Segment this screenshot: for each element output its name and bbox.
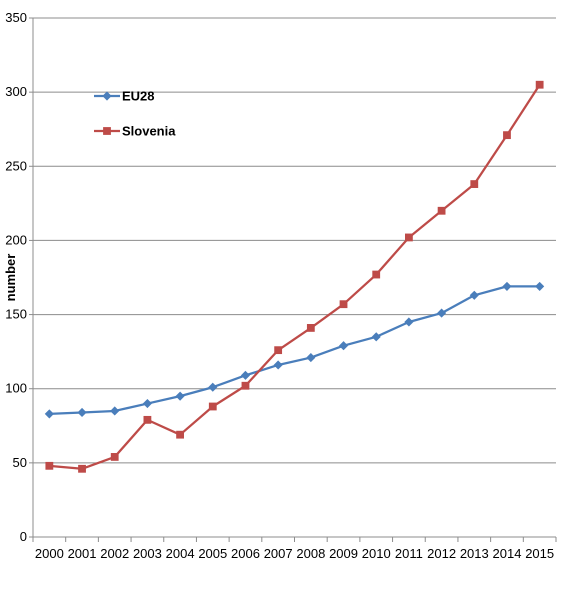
y-axis-title: number [3, 254, 18, 302]
data-point [372, 270, 381, 279]
x-tick-label: 2000 [35, 546, 64, 561]
legend-item: EU28 [94, 89, 155, 104]
y-tick-label: 200 [5, 232, 27, 247]
x-tick-label: 2007 [264, 546, 293, 561]
x-tick-label: 2005 [198, 546, 227, 561]
data-point [535, 281, 545, 291]
data-point [175, 391, 185, 401]
legend-item: Slovenia [94, 124, 176, 139]
x-tick-label: 2006 [231, 546, 260, 561]
data-point [241, 381, 250, 390]
y-tick-label: 150 [5, 307, 27, 322]
legend-label: EU28 [122, 89, 155, 104]
x-tick-label: 2010 [362, 546, 391, 561]
data-point [142, 398, 152, 409]
data-point [208, 402, 217, 411]
legend-label: Slovenia [122, 124, 176, 139]
x-tick-label: 2001 [68, 546, 97, 561]
series-line [49, 84, 541, 470]
data-point [339, 300, 348, 309]
series-line [49, 285, 540, 416]
x-tick-label: 2002 [100, 546, 129, 561]
data-point [44, 409, 54, 419]
data-point [110, 453, 119, 461]
x-tick-label: 2011 [395, 546, 423, 561]
x-tick-label: 2003 [133, 546, 162, 561]
data-point [502, 281, 512, 291]
series-group [44, 80, 545, 473]
x-tick-label: 2009 [329, 546, 358, 561]
x-tick-label: 2015 [525, 546, 554, 561]
y-tick-labels: 0 50 100 150 200 250 300 350 [5, 10, 27, 544]
legend: EU28 Slovenia [94, 89, 176, 139]
data-point [404, 317, 414, 327]
y-tick-label: 100 [5, 381, 27, 396]
data-point [437, 206, 446, 215]
data-point [240, 370, 251, 380]
legend-marker [102, 91, 112, 101]
data-point [45, 461, 54, 470]
series-eu28 [44, 281, 545, 419]
data-point [110, 406, 120, 416]
data-point [535, 80, 544, 89]
data-point [306, 324, 315, 332]
data-point [78, 464, 86, 473]
data-point [208, 382, 218, 392]
y-tick-label: 50 [13, 455, 27, 470]
y-tick-label: 300 [5, 84, 27, 99]
data-point [503, 131, 511, 140]
y-tick-label: 350 [5, 10, 27, 25]
data-point [469, 290, 479, 300]
x-tick-label: 2004 [166, 546, 195, 561]
data-point [273, 360, 283, 370]
x-tick-label: 2008 [296, 546, 325, 561]
data-point [143, 415, 152, 424]
x-tick-label: 2012 [427, 546, 456, 561]
series-slovenia [45, 80, 544, 473]
data-point [176, 430, 184, 439]
x-tick-labels: 2000 2001 2002 2003 2004 2005 2006 2007 2008 2009… [35, 546, 554, 561]
data-point [306, 353, 316, 363]
x-tick-label: 2014 [493, 546, 522, 561]
data-point [338, 341, 349, 351]
axes [29, 17, 557, 542]
x-tick-label: 2013 [460, 546, 489, 561]
data-point [437, 308, 447, 318]
data-point [274, 346, 283, 355]
data-point [405, 233, 413, 242]
y-tick-label: 250 [5, 158, 27, 173]
data-point [371, 332, 381, 342]
legend-marker [103, 127, 111, 135]
gridlines [33, 17, 556, 464]
data-point [470, 180, 479, 188]
data-point [77, 407, 87, 418]
y-tick-label: 0 [20, 529, 27, 544]
